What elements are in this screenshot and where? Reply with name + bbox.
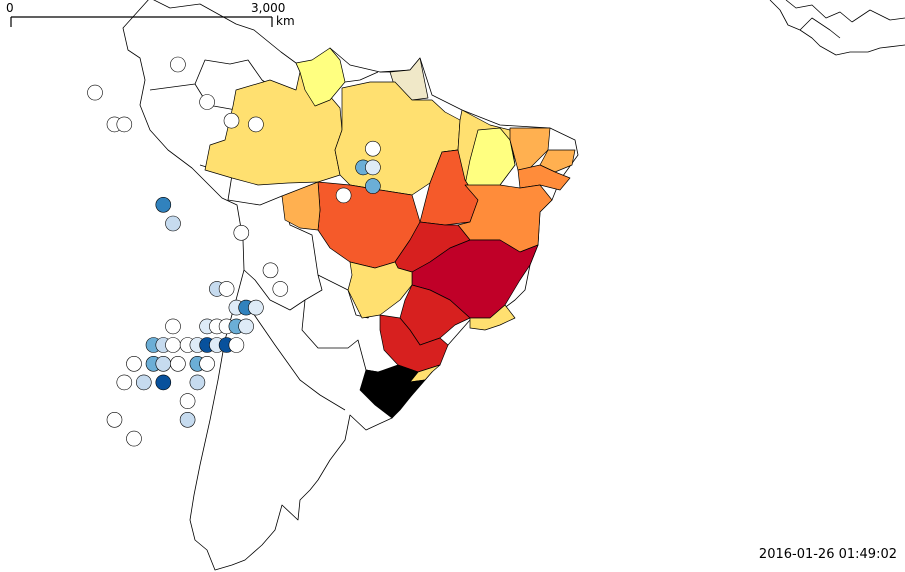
region-polygon[interactable] — [347, 261, 413, 319]
scale-bar-max-label: 3,000 — [251, 1, 286, 15]
station-marker[interactable] — [189, 374, 206, 391]
scale-bar — [10, 16, 273, 27]
station-marker[interactable] — [155, 374, 172, 391]
station-marker[interactable] — [165, 337, 181, 353]
station-marker[interactable] — [248, 299, 264, 316]
region-polygon[interactable] — [469, 304, 516, 331]
station-marker[interactable] — [106, 411, 123, 428]
region-polygon[interactable] — [539, 149, 576, 173]
station-marker[interactable] — [87, 84, 103, 101]
region-polygon[interactable] — [379, 314, 449, 373]
station-marker[interactable] — [179, 411, 196, 428]
scale-bar-unit-label: km — [276, 14, 295, 28]
station-markers — [87, 56, 381, 447]
timestamp-label: 2016-01-26 01:49:02 — [758, 547, 897, 562]
station-marker[interactable] — [199, 355, 215, 372]
station-marker[interactable] — [116, 374, 133, 391]
region-polygon[interactable] — [281, 181, 321, 231]
africa-borders — [785, 0, 905, 39]
station-marker[interactable] — [199, 94, 215, 110]
station-marker[interactable] — [218, 281, 235, 297]
scale-bar-min-label: 0 — [6, 1, 14, 15]
region-polygon[interactable] — [295, 47, 346, 107]
south-america-coastline — [122, 0, 579, 571]
station-marker[interactable] — [170, 355, 186, 372]
station-marker[interactable] — [155, 355, 172, 372]
station-marker[interactable] — [136, 374, 152, 391]
station-marker[interactable] — [238, 318, 254, 335]
region-polygon[interactable] — [359, 364, 426, 419]
choropleth-regions — [204, 47, 576, 419]
station-marker[interactable] — [233, 225, 250, 241]
station-marker[interactable] — [223, 112, 240, 129]
station-marker[interactable] — [170, 56, 186, 73]
station-marker[interactable] — [155, 197, 172, 213]
station-marker[interactable] — [179, 393, 196, 409]
station-marker[interactable] — [335, 187, 352, 204]
station-marker[interactable] — [248, 116, 264, 133]
station-marker[interactable] — [365, 178, 381, 194]
station-marker[interactable] — [272, 281, 289, 297]
station-marker[interactable] — [165, 318, 181, 335]
station-marker[interactable] — [116, 116, 133, 133]
station-marker[interactable] — [126, 355, 142, 372]
station-marker[interactable] — [365, 140, 381, 157]
station-marker[interactable] — [228, 337, 245, 353]
station-marker[interactable] — [365, 159, 381, 176]
station-marker[interactable] — [165, 215, 181, 232]
africa-coastline — [769, 0, 905, 56]
station-marker[interactable] — [262, 262, 279, 279]
station-marker[interactable] — [126, 430, 142, 447]
